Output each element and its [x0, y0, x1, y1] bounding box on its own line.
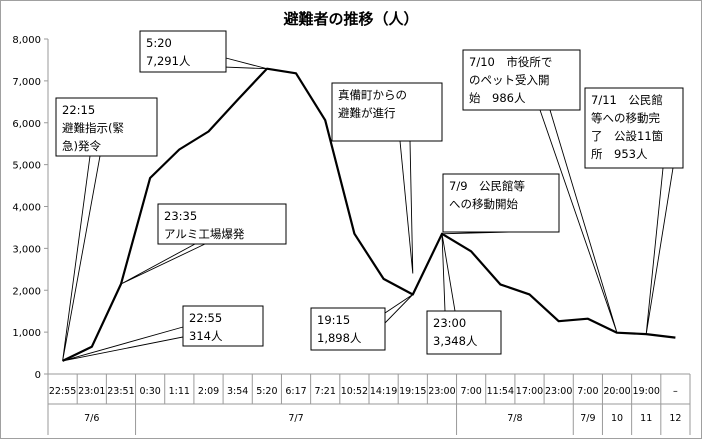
callout-text: 7/9 公民館等	[449, 179, 525, 193]
callout-text: 急)発令	[62, 139, 101, 153]
x-tick-label: 7:21	[315, 386, 336, 397]
callout-text: のペット受入開	[469, 73, 550, 87]
x-tick-label: 23:51	[107, 386, 134, 397]
callout-text: 始 986人	[469, 91, 526, 105]
x-date-label: 7/6	[84, 413, 99, 424]
x-tick-label: 20:00	[603, 386, 630, 397]
x-tick-label: 11:54	[487, 386, 514, 397]
y-tick-label: 1,000	[12, 328, 41, 339]
x-tick-label: 19:00	[633, 386, 660, 397]
callout-text: アルミ工場爆発	[164, 227, 245, 241]
x-tick-label: 23:00	[545, 386, 572, 397]
callout-text: 23:35	[164, 209, 197, 223]
callout: 23:35 アルミ工場爆発	[158, 204, 286, 244]
y-tick-label: 3,000	[12, 244, 41, 255]
y-tick-label: 7,000	[12, 77, 41, 88]
x-tick-label: 1:11	[169, 386, 190, 397]
x-tick-label: 19:15	[399, 386, 426, 397]
x-tick-label: 23:01	[78, 386, 105, 397]
callout-text: 1,898人	[317, 331, 362, 345]
x-tick-label: 14:19	[370, 386, 397, 397]
callout-text: 真備町からの	[338, 88, 407, 102]
x-date-label: 7/7	[288, 413, 303, 424]
callout-text: 314人	[189, 329, 223, 343]
y-tick-label: 2,000	[12, 286, 41, 297]
y-tick-label: 5,000	[12, 161, 41, 172]
callout-text: 了 公設11箇	[591, 129, 663, 143]
x-date-label: 7/9	[580, 413, 595, 424]
x-date-label: 12	[669, 413, 681, 424]
x-date-label: 7/8	[507, 413, 522, 424]
y-tick-label: 6,000	[12, 119, 41, 130]
x-tick-label: –	[673, 386, 678, 397]
x-tick-label: 17:00	[516, 386, 543, 397]
x-tick-label: 0:30	[139, 386, 160, 397]
callout: 5:20 7,291人	[140, 31, 226, 72]
callout-text: 23:00	[433, 316, 466, 330]
callout-text: 22:55	[189, 311, 222, 325]
callout-text: 避難指示(緊	[62, 121, 124, 135]
callout: 19:15 1,898人	[311, 308, 385, 350]
x-tick-label: 2:09	[198, 386, 219, 397]
x-tick-label: 7:00	[577, 386, 598, 397]
callout-text: 避難が進行	[338, 106, 396, 120]
callout: 22:15 避難指示(緊急)発令	[56, 98, 157, 156]
x-tick-label: 5:20	[256, 386, 277, 397]
callout-text: 所 953人	[591, 147, 648, 161]
y-tick-label: 0	[35, 370, 41, 381]
x-tick-label: 7:00	[460, 386, 481, 397]
y-tick-label: 8,000	[12, 35, 41, 46]
chart-title: 避難者の推移（人）	[283, 10, 418, 28]
callout-text: への移動開始	[449, 197, 518, 211]
x-tick-label: 22:55	[49, 386, 76, 397]
callout-text: 7,291人	[146, 54, 191, 68]
y-tick-label: 4,000	[12, 203, 41, 214]
x-tick-label: 23:00	[428, 386, 455, 397]
callout-text: 3,348人	[433, 334, 478, 348]
callout-text: 7/11 公民館	[591, 93, 663, 107]
callout-text: 5:20	[146, 36, 172, 50]
x-tick-label: 6:17	[285, 386, 306, 397]
x-date-label: 10	[611, 413, 623, 424]
callout-text: 等への移動完	[591, 111, 660, 125]
callout-text: 22:15	[62, 103, 95, 117]
x-date-label: 11	[640, 413, 652, 424]
x-tick-label: 3:54	[227, 386, 248, 397]
callout-text: 7/10 市役所で	[469, 55, 552, 69]
callout: 23:00 3,348人	[427, 311, 501, 354]
callout-text: 19:15	[317, 313, 350, 327]
x-tick-label: 10:52	[341, 386, 368, 397]
callout: 22:55 314人	[183, 306, 263, 346]
